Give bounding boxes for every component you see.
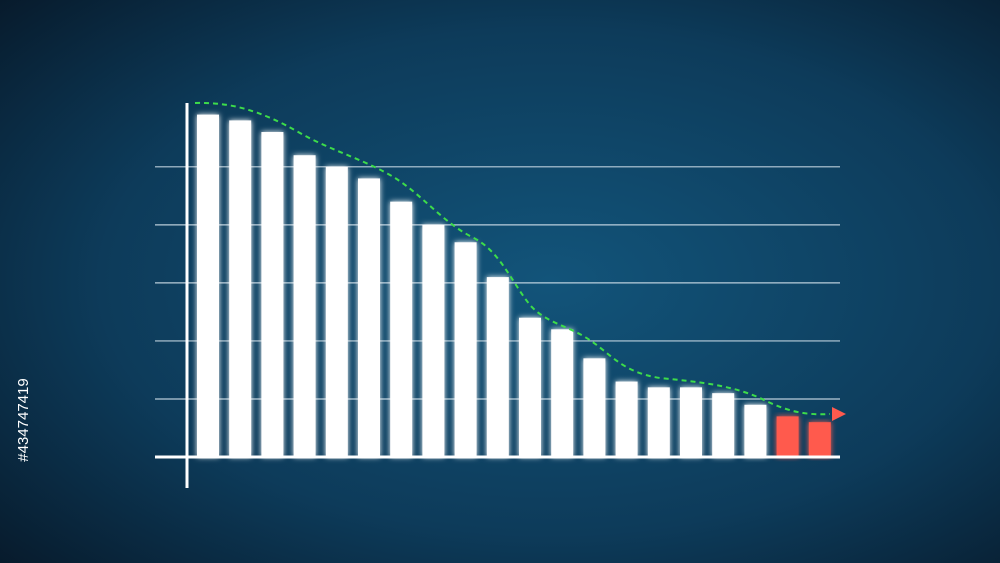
bar bbox=[744, 404, 767, 457]
bar bbox=[551, 329, 574, 457]
watermark-id: #434747419 bbox=[15, 378, 32, 461]
bar bbox=[583, 358, 606, 457]
bar bbox=[229, 120, 252, 457]
bar bbox=[647, 387, 670, 457]
trend-arrow bbox=[832, 407, 846, 421]
bar bbox=[197, 114, 219, 457]
bar bbox=[776, 416, 799, 457]
bar bbox=[422, 224, 445, 457]
bar bbox=[712, 393, 735, 457]
bar bbox=[261, 132, 284, 457]
bar bbox=[486, 277, 509, 457]
bar bbox=[293, 155, 316, 458]
bar bbox=[519, 317, 541, 457]
bar bbox=[358, 178, 380, 457]
bar bbox=[390, 201, 413, 457]
bar bbox=[454, 242, 477, 457]
bar bbox=[615, 381, 638, 457]
bar bbox=[325, 166, 348, 457]
bars bbox=[197, 114, 831, 458]
bar bbox=[808, 422, 831, 457]
bar bbox=[680, 387, 702, 457]
